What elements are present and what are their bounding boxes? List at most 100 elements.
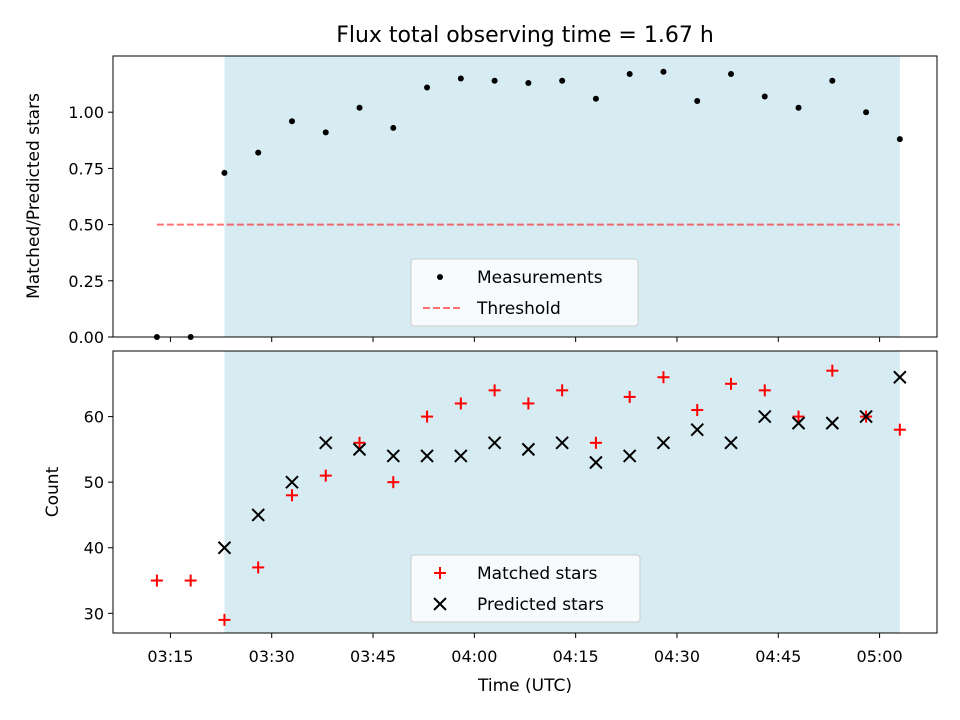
x-axis-label: Time (UTC) [477,676,572,696]
matched-stars-point [353,436,366,449]
y-tick-label: 0.25 [68,272,104,291]
y-tick-label: 40 [84,539,104,558]
top-panel: 0.00 0.25 0.50 0.75 1.00 Matched/Predicted s… [24,55,938,347]
matched-stars-point [218,613,231,626]
predicted-stars-point [690,422,704,437]
matched-stars-point [522,397,535,410]
measurement-point [255,149,262,156]
bottom-panel: 30 40 50 60 03:15 03:30 03:45 04:00 04:15 04:30 04… [43,350,938,696]
matched-stars-point [454,397,467,410]
y-tick-label: 0.00 [68,328,104,347]
top-axis-ticks: 0.00 0.25 0.50 0.75 1.00 [68,103,881,347]
measurement-point [896,136,903,143]
matched-stars-point [623,390,636,403]
matched-stars-point [252,561,265,574]
predicted-stars-point [589,455,603,470]
bottom-legend: Matched stars Predicted stars [410,554,641,623]
top-y-axis-label: Matched/Predicted stars [24,93,44,299]
top-legend-box [410,258,639,327]
x-tick-label: 05:00 [857,647,903,666]
measurement-point [694,97,701,104]
matched-stars-point [792,410,805,423]
chart-title: Flux total observing time = 1.67 h [336,23,714,48]
matched-stars-legend-marker [434,567,446,579]
threshold-legend-label: Threshold [476,299,561,319]
measurement-point [829,77,836,84]
predicted-stars-point [285,475,299,489]
measurement-point [221,169,228,176]
bottom-axis-ticks: 30 40 50 60 03:15 03:30 03:45 04:00 04:15 04:30 04… [84,408,903,666]
matched-stars-point [184,574,197,587]
measurement-point [457,75,464,82]
matched-stars-point [589,436,602,449]
predicted-stars-point [758,409,772,424]
matched-stars-legend-label: Matched stars [477,564,597,584]
y-tick-label: 0.75 [68,159,104,178]
matched-stars-point [725,377,737,390]
predicted-stars-point [791,416,806,430]
measurement-point [322,129,329,136]
top-data-marks [153,68,903,340]
x-tick-label: 04:30 [654,647,700,666]
predicted-stars-point [487,436,502,450]
matched-stars-point [556,384,569,397]
predicted-stars-point [825,416,840,430]
x-tick-label: 03:30 [249,647,295,666]
measurement-point [424,84,431,91]
matched-stars-point [387,476,400,489]
top-panel-frame [112,55,938,338]
predicted-stars-point [319,436,333,450]
predicted-stars-point [555,436,569,450]
matched-stars-point [488,384,501,397]
matched-stars-point [691,404,704,417]
measurement-point [356,104,363,111]
measurement-point [728,70,734,77]
bottom-data-marks [150,364,907,626]
measurement-point [626,70,633,77]
predicted-stars-legend-marker [433,597,447,611]
predicted-stars-point [217,541,232,555]
y-tick-label: 50 [84,473,104,492]
predicted-stars-point [622,449,637,463]
y-tick-label: 0.50 [68,216,104,235]
measurement-point [592,95,599,102]
x-tick-label: 04:15 [553,647,599,666]
predicted-stars-point [893,370,907,384]
measurement-point [795,104,802,111]
matched-stars-point [893,423,906,436]
predicted-stars-point [454,449,468,463]
predicted-stars-point [386,449,401,463]
matched-stars-point [826,364,839,377]
measurement-point [863,109,870,116]
bottom-y-axis-label: Count [43,466,63,517]
matched-stars-point [285,489,298,502]
x-tick-label: 03:15 [147,647,193,666]
measurement-point [525,79,532,86]
y-tick-label: 60 [84,408,104,427]
measurement-point [288,118,295,125]
measurement-point [660,68,667,75]
predicted-stars-point [859,409,873,424]
predicted-stars-point [724,436,738,450]
matched-stars-point [421,410,434,423]
matched-stars-point [319,469,332,482]
x-tick-label: 04:00 [451,647,497,666]
y-tick-label: 30 [84,604,104,623]
matched-stars-point [150,574,163,587]
top-legend: Measurements Threshold [410,258,639,327]
bottom-panel-frame [112,350,938,634]
predicted-stars-point [656,436,671,450]
bottom-legend-box [410,554,641,623]
measurement-point [761,93,768,100]
measurements-legend-marker [437,274,443,280]
measurements-legend-label: Measurements [477,268,603,288]
measurement-point [390,124,397,131]
predicted-stars-point [352,442,367,457]
predicted-stars-legend-label: Predicted stars [477,595,604,615]
predicted-stars-point [251,508,265,522]
matched-stars-point [758,384,771,397]
y-tick-label: 1.00 [68,103,104,122]
x-tick-label: 03:45 [350,647,396,666]
predicted-stars-point [420,449,434,463]
